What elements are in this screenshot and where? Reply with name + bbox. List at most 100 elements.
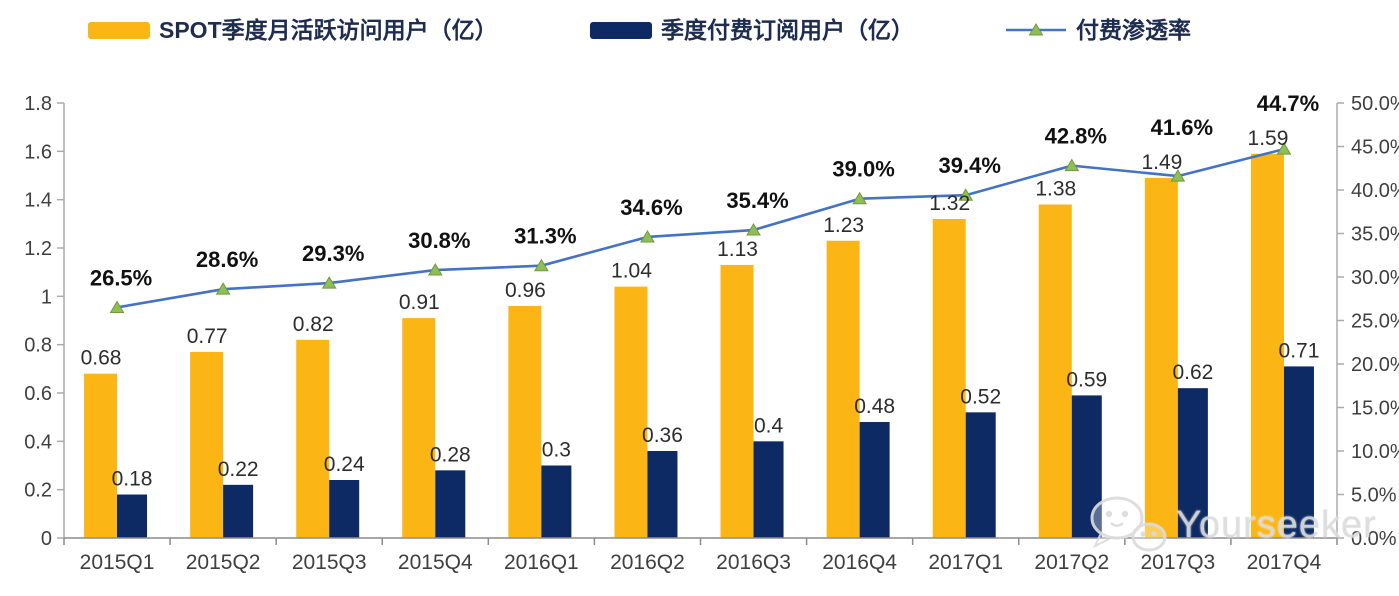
subscribers-value-label-2016Q2: 0.36 xyxy=(642,424,683,447)
left-axis-tick-label: 0.4 xyxy=(24,431,52,453)
bar-subscribers-2015Q3 xyxy=(329,480,360,538)
x-axis-label-2015Q3: 2015Q3 xyxy=(292,551,367,574)
x-axis-label-2017Q4: 2017Q4 xyxy=(1247,551,1322,574)
bar-subscribers-2016Q1 xyxy=(541,465,572,538)
subscribers-value-label-2017Q4: 0.71 xyxy=(1279,339,1320,362)
left-axis-tick-label: 0 xyxy=(41,528,52,550)
mau-value-label-2017Q3: 1.49 xyxy=(1141,151,1182,174)
penetration-legend-label: 付费渗透率 xyxy=(1076,17,1191,43)
left-axis-tick-label: 1.4 xyxy=(24,190,52,212)
left-axis-tick-label: 1.2 xyxy=(24,238,52,260)
x-axis-label-2016Q3: 2016Q3 xyxy=(716,551,791,574)
mau-value-label-2016Q1: 0.96 xyxy=(505,279,546,302)
penetration-line xyxy=(116,147,1285,309)
bar-subscribers-2016Q2 xyxy=(647,451,678,538)
mau-value-label-2017Q4: 1.59 xyxy=(1248,127,1289,150)
right-axis-tick-label: 50.0% xyxy=(1351,93,1399,115)
penetration-marker-2017Q2 xyxy=(1064,158,1080,172)
penetration-label-2017Q4: 44.7% xyxy=(1257,91,1319,116)
x-axis-label-2016Q1: 2016Q1 xyxy=(504,551,579,574)
bar-subscribers-2016Q4 xyxy=(859,422,890,538)
bar-subscribers-2017Q3 xyxy=(1177,388,1208,538)
legend-item-subscribers: 季度付费订阅用户（亿） xyxy=(590,17,914,43)
mau-value-label-2015Q3: 0.82 xyxy=(293,313,334,336)
penetration-marker-2017Q4 xyxy=(1276,142,1292,155)
right-axis-tick-label: 20.0% xyxy=(1351,354,1399,376)
penetration-marker-2015Q3 xyxy=(321,276,337,289)
mau-value-label-2015Q1: 0.68 xyxy=(81,347,122,370)
right-axis-tick-label: 45.0% xyxy=(1351,137,1399,159)
penetration-marker-2016Q3 xyxy=(746,223,761,236)
x-axis-label-2016Q2: 2016Q2 xyxy=(610,551,685,574)
subscribers-value-label-2017Q3: 0.62 xyxy=(1172,361,1213,384)
subscribers-value-label-2016Q1: 0.3 xyxy=(542,439,571,462)
right-axis-tick-label: 30.0% xyxy=(1351,267,1399,289)
bar-mau-2017Q4 xyxy=(1250,153,1284,538)
mau-legend-swatch xyxy=(88,21,150,39)
x-axis-label-2015Q1: 2015Q1 xyxy=(80,551,155,574)
subscribers-value-label-2015Q2: 0.22 xyxy=(218,458,259,481)
bar-mau-2017Q1 xyxy=(932,219,966,538)
chart-legend: SPOT季度月活跃访问用户（亿） 季度付费订阅用户（亿） 付费渗透率 xyxy=(0,0,1399,60)
penetration-label-2015Q4: 30.8% xyxy=(408,228,470,253)
bar-mau-2015Q1 xyxy=(84,373,118,538)
penetration-marker-2016Q1 xyxy=(533,258,549,272)
x-axis-label-2015Q4: 2015Q4 xyxy=(398,551,473,574)
right-axis-tick-label: 5.0% xyxy=(1351,485,1397,507)
penetration-marker-2017Q1 xyxy=(958,188,974,201)
subscribers-legend-swatch xyxy=(590,21,652,39)
mau-value-label-2016Q3: 1.13 xyxy=(717,238,758,261)
bar-mau-2016Q2 xyxy=(614,286,648,538)
legend-item-penetration: 付费渗透率 xyxy=(1005,17,1191,43)
mau-value-label-2016Q4: 1.23 xyxy=(823,214,864,237)
penetration-marker-2016Q2 xyxy=(640,229,655,243)
x-axis-label-2016Q4: 2016Q4 xyxy=(822,551,897,574)
subscribers-value-label-2015Q4: 0.28 xyxy=(430,443,471,466)
x-axis-label-2015Q2: 2015Q2 xyxy=(186,551,261,574)
bar-mau-2016Q4 xyxy=(826,240,860,538)
subscribers-legend-label: 季度付费订阅用户（亿） xyxy=(661,17,914,43)
penetration-marker-2015Q4 xyxy=(427,263,443,276)
bar-subscribers-2015Q2 xyxy=(223,484,254,538)
right-axis-tick-label: 25.0% xyxy=(1351,311,1399,333)
bar-subscribers-2017Q4 xyxy=(1283,366,1314,538)
x-axis-label-2017Q3: 2017Q3 xyxy=(1141,551,1216,574)
subscribers-value-label-2017Q1: 0.52 xyxy=(960,385,1001,408)
mau-value-label-2017Q2: 1.38 xyxy=(1035,178,1076,201)
subscribers-value-label-2016Q4: 0.48 xyxy=(854,395,895,418)
subscribers-value-label-2017Q2: 0.59 xyxy=(1066,368,1107,391)
left-axis-tick-label: 1.8 xyxy=(24,93,52,115)
right-axis-tick-label: 10.0% xyxy=(1351,441,1399,463)
bar-mau-2016Q3 xyxy=(720,264,754,538)
penetration-line-legend-sample xyxy=(1006,23,1066,36)
penetration-label-2017Q3: 41.6% xyxy=(1151,115,1213,140)
bar-mau-2015Q4 xyxy=(402,318,436,538)
right-axis-tick-label: 0.0% xyxy=(1351,528,1397,550)
mau-value-label-2015Q2: 0.77 xyxy=(187,325,228,348)
mau-value-label-2015Q4: 0.91 xyxy=(399,291,440,314)
penetration-label-2016Q2: 34.6% xyxy=(620,195,682,220)
mau-value-label-2016Q2: 1.04 xyxy=(611,260,652,283)
left-axis-tick-label: 0.8 xyxy=(24,335,52,357)
penetration-marker-2017Q3 xyxy=(1170,169,1186,182)
bar-mau-2017Q3 xyxy=(1144,177,1178,538)
left-axis-tick-label: 1.6 xyxy=(24,141,52,163)
bar-mau-2015Q2 xyxy=(190,351,224,538)
penetration-label-2016Q4: 39.0% xyxy=(832,157,894,182)
left-axis-tick-label: 0.6 xyxy=(24,383,52,405)
penetration-label-2016Q3: 35.4% xyxy=(726,188,788,213)
subscribers-value-label-2015Q3: 0.24 xyxy=(324,453,365,476)
right-axis-tick-label: 15.0% xyxy=(1351,398,1399,420)
left-axis-tick-label: 1 xyxy=(41,286,52,308)
bar-mau-2017Q2 xyxy=(1038,204,1072,538)
bar-mau-2015Q3 xyxy=(296,339,330,538)
bar-mau-2016Q1 xyxy=(508,306,542,538)
penetration-label-2017Q2: 42.8% xyxy=(1045,124,1107,149)
bar-subscribers-2017Q2 xyxy=(1071,395,1102,538)
penetration-marker-2015Q2 xyxy=(215,282,231,295)
bar-subscribers-2015Q4 xyxy=(435,470,466,538)
subscribers-value-label-2015Q1: 0.18 xyxy=(112,468,153,491)
penetration-marker-2016Q4 xyxy=(852,191,868,205)
penetration-label-2015Q1: 26.5% xyxy=(90,265,152,290)
